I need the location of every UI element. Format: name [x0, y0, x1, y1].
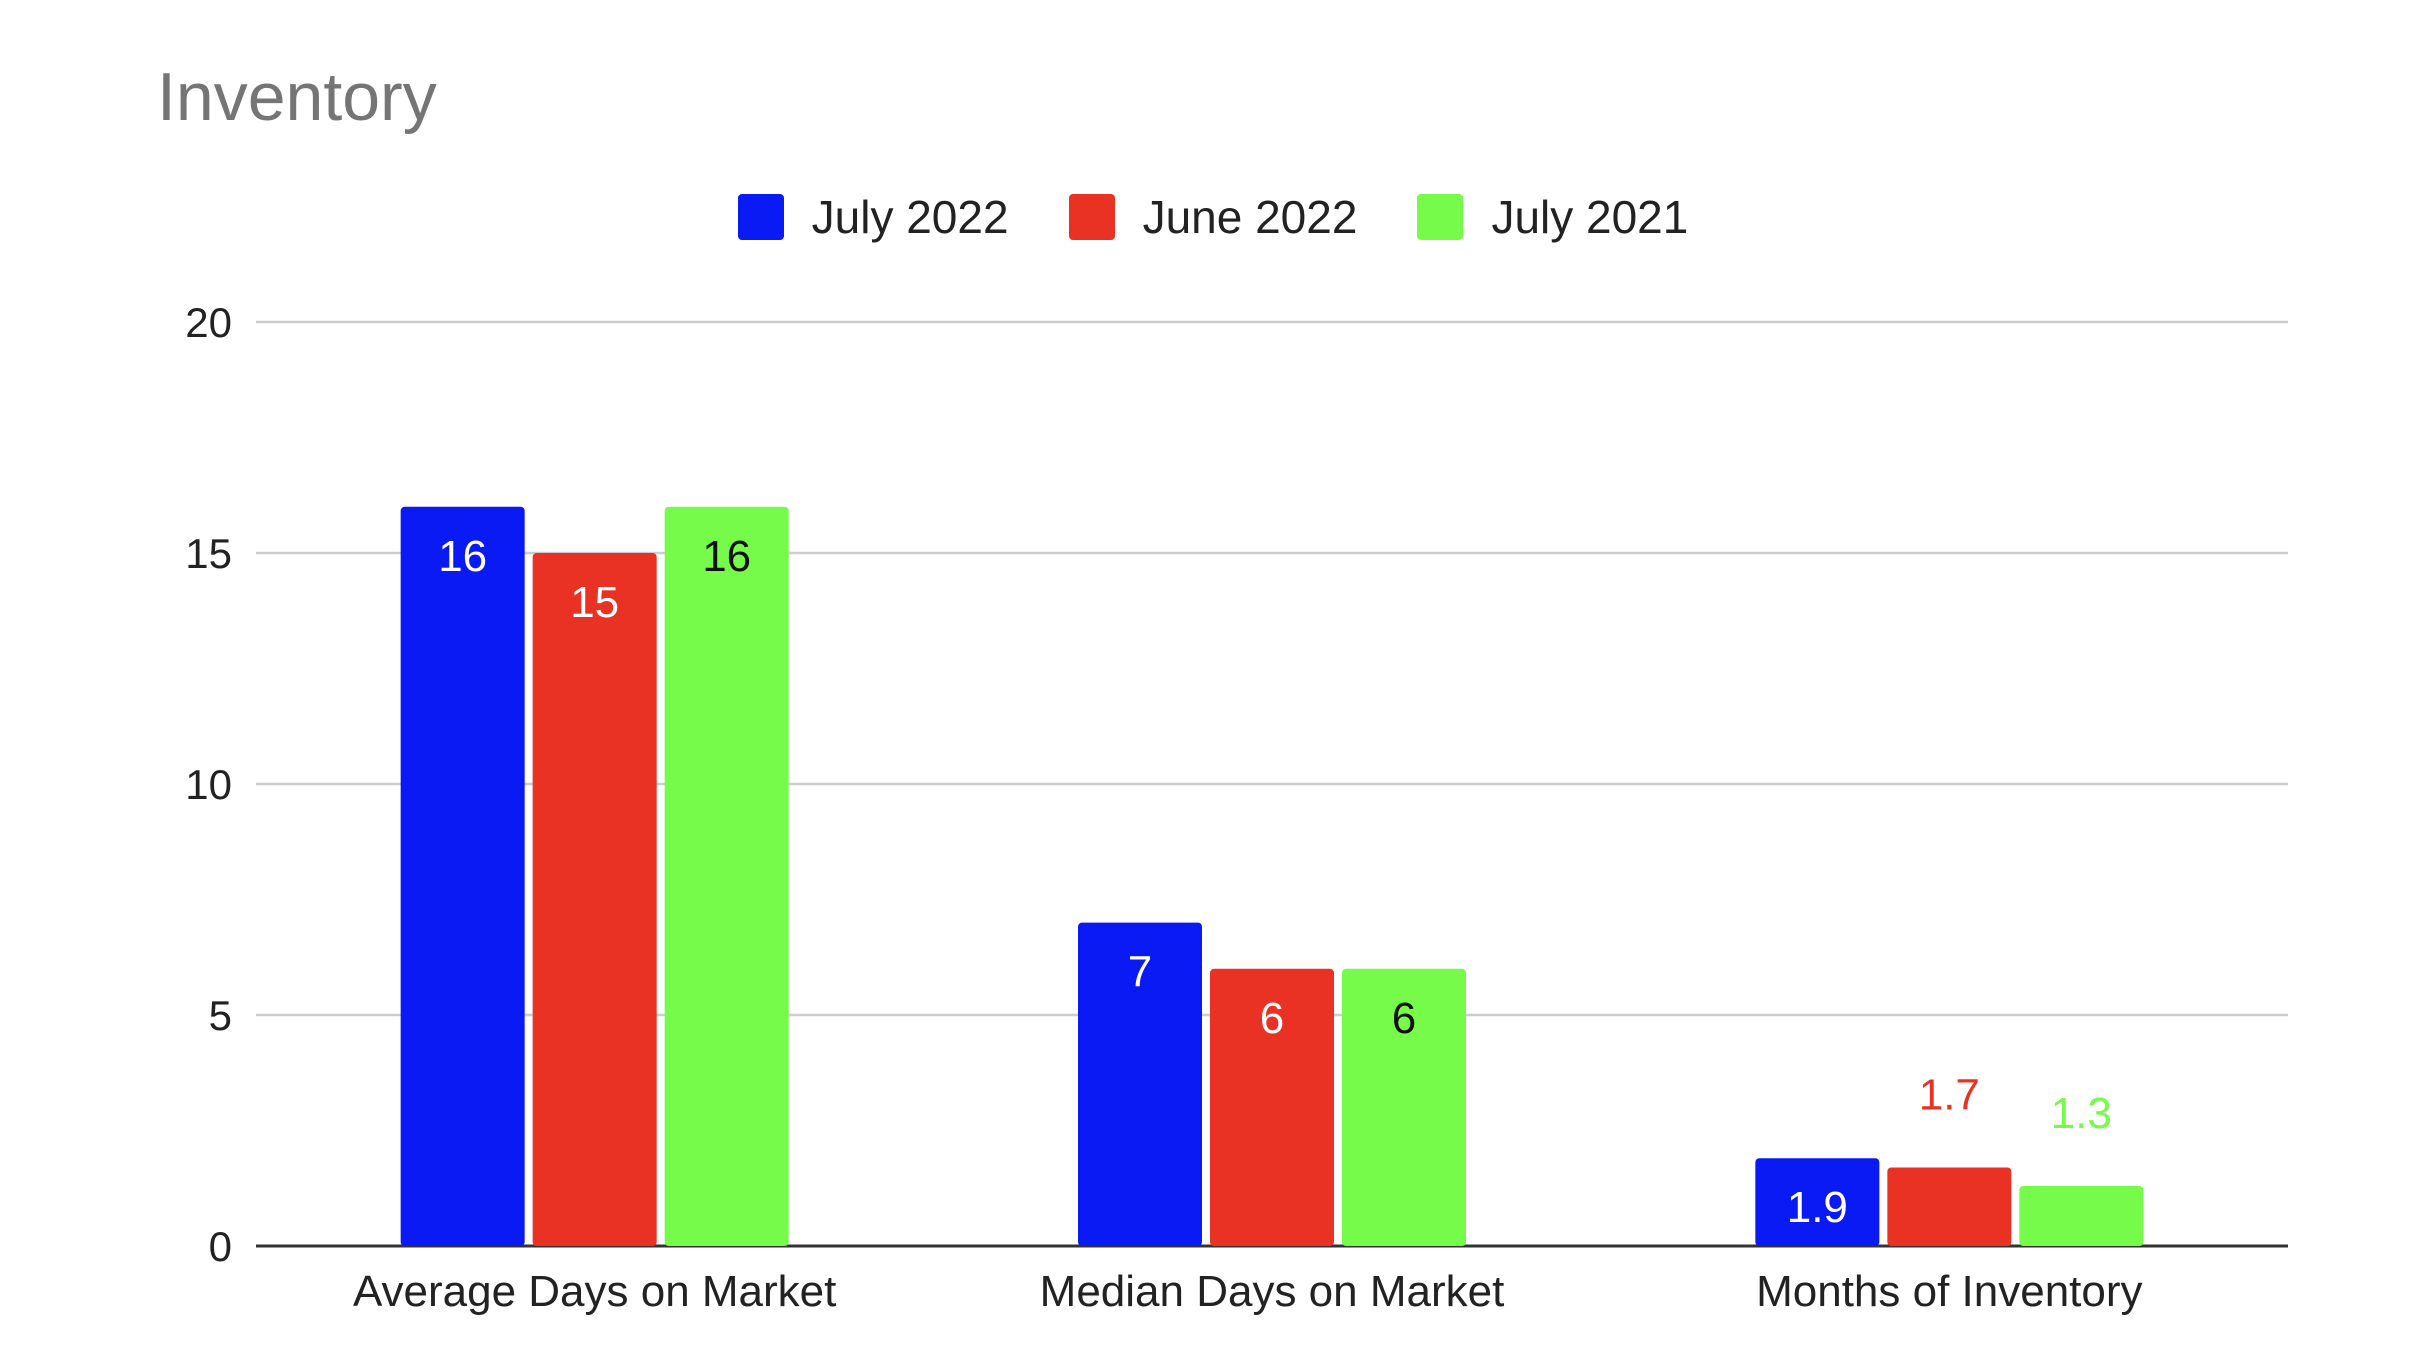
legend-item-june-2022[interactable]: June 2022	[1068, 190, 1358, 244]
x-tick-label: Months of Inventory	[1756, 1267, 2142, 1316]
y-tick-label: 0	[209, 1223, 232, 1270]
data-labels: 16 15 16 7 6 6 1.9 1.7 1.3	[438, 532, 2112, 1232]
x-tick-label: Median Days on Market	[1040, 1267, 1505, 1316]
data-label: 1.3	[2051, 1089, 2112, 1138]
legend-swatch-july-2022	[737, 194, 784, 240]
legend-label-june-2022: June 2022	[1142, 191, 1358, 243]
x-tick-label: Average Days on Market	[353, 1267, 836, 1316]
data-label: 6	[1260, 994, 1284, 1043]
y-tick-label: 5	[209, 992, 232, 1039]
y-tick-label: 20	[185, 299, 232, 346]
legend-item-july-2022[interactable]: July 2022	[737, 190, 1009, 244]
bar-july-2022	[400, 506, 525, 1246]
legend-label-july-2022: July 2022	[811, 191, 1009, 243]
legend-swatch-july-2021	[1417, 194, 1464, 240]
y-tick-label: 10	[185, 761, 232, 808]
bar-july-2022	[1078, 922, 1202, 1246]
bar-june-2022	[1887, 1167, 2012, 1246]
data-label: 16	[702, 532, 751, 581]
bars	[400, 506, 2144, 1246]
data-label: 1.7	[1919, 1070, 1980, 1119]
legend-label-july-2021: July 2021	[1491, 191, 1689, 243]
chart-title: Inventory	[157, 59, 437, 135]
bar-july-2022	[1755, 1158, 1880, 1246]
bar-june-2022	[532, 553, 657, 1246]
y-axis-ticks: 0 5 10 15 20	[185, 299, 232, 1270]
bar-july-2021	[2019, 1185, 2144, 1246]
bar-july-2021	[1342, 968, 1466, 1246]
bar-july-2021	[664, 506, 789, 1246]
legend-item-july-2021[interactable]: July 2021	[1417, 190, 1688, 244]
bar-june-2022	[1210, 968, 1334, 1246]
x-axis-ticks: Average Days on Market Median Days on Mar…	[353, 1267, 2143, 1316]
data-label: 6	[1392, 994, 1416, 1043]
data-label: 7	[1128, 948, 1152, 997]
data-label: 1.9	[1787, 1183, 1848, 1232]
legend-swatch-june-2022	[1068, 194, 1115, 240]
data-label: 16	[438, 532, 487, 581]
y-tick-label: 15	[185, 530, 232, 577]
legend: July 2022 June 2022 July 2021	[0, 190, 2426, 244]
data-label: 15	[570, 578, 619, 627]
